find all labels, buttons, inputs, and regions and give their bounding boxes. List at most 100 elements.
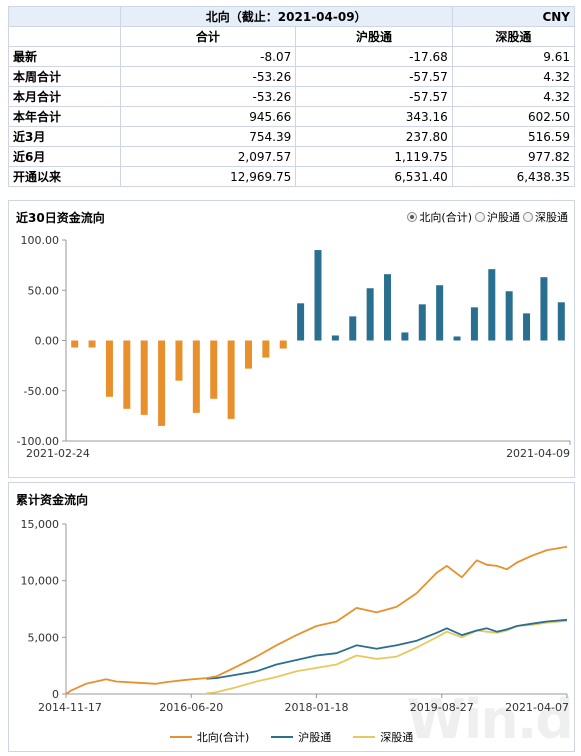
currency-label: CNY bbox=[451, 6, 576, 27]
table-row: 本周合计 -53.26 -57.57 4.32 bbox=[8, 66, 576, 87]
radio-checked-icon[interactable] bbox=[407, 212, 418, 222]
bar bbox=[314, 250, 322, 341]
x-tick-label: 2014-11-17 bbox=[38, 701, 102, 714]
cell-value: -17.68 bbox=[295, 46, 453, 67]
row-label: 本月合计 bbox=[8, 86, 121, 107]
table-header-row: 合计 沪股通 深股通 bbox=[8, 26, 576, 47]
bar bbox=[505, 291, 513, 341]
bar bbox=[540, 277, 548, 341]
series-line bbox=[65, 545, 568, 695]
bar bbox=[105, 340, 113, 397]
bar bbox=[297, 303, 305, 341]
bar bbox=[140, 340, 148, 415]
table-row: 近6月 2,097.57 1,119.75 977.82 bbox=[8, 146, 576, 167]
cell-value: 754.39 bbox=[119, 126, 297, 147]
cumulative-flow-title: 累计资金流向 bbox=[16, 493, 89, 507]
daily-flow-title: 近30日资金流向 bbox=[16, 211, 105, 225]
cell-value: -53.26 bbox=[119, 86, 297, 107]
bar bbox=[88, 340, 96, 348]
bar bbox=[349, 316, 357, 341]
series-line bbox=[206, 618, 568, 680]
column-header: 合计 bbox=[119, 26, 297, 47]
table-row: 近3月 754.39 237.80 516.59 bbox=[8, 126, 576, 147]
row-label: 开通以来 bbox=[8, 166, 121, 187]
cell-value: 6,438.35 bbox=[451, 166, 576, 187]
cell-value: 1,119.75 bbox=[295, 146, 453, 167]
bar bbox=[192, 340, 200, 413]
table-row: 最新 -8.07 -17.68 9.61 bbox=[8, 46, 576, 67]
bar bbox=[262, 340, 270, 358]
row-label: 最新 bbox=[8, 46, 121, 67]
cell-value: -53.26 bbox=[119, 66, 297, 87]
table-row: 本年合计 945.66 343.16 602.50 bbox=[8, 106, 576, 127]
cell-value: -57.57 bbox=[295, 86, 453, 107]
bar bbox=[401, 332, 409, 341]
radio-unchecked-icon[interactable] bbox=[523, 212, 533, 222]
bar bbox=[158, 340, 166, 426]
cell-value: 343.16 bbox=[295, 106, 453, 127]
legend-label: 深股通 bbox=[380, 731, 414, 744]
cell-value: 4.32 bbox=[451, 66, 576, 87]
x-tick-label: 2021-04-07 bbox=[505, 701, 569, 714]
row-label: 近6月 bbox=[8, 146, 121, 167]
cell-value: -8.07 bbox=[119, 46, 297, 67]
series-line bbox=[206, 620, 568, 695]
y-tick-label: 10,000 bbox=[21, 575, 60, 588]
bar bbox=[210, 340, 218, 399]
row-label: 本周合计 bbox=[8, 66, 121, 87]
radio-unchecked-icon[interactable] bbox=[475, 212, 485, 222]
bar bbox=[384, 274, 392, 341]
radio-label: 北向(合计) bbox=[419, 211, 472, 224]
y-tick-label: 0.00 bbox=[35, 335, 60, 348]
bar bbox=[453, 336, 461, 341]
x-tick-label: 2021-02-24 bbox=[26, 447, 90, 460]
legend-swatch bbox=[271, 736, 294, 738]
watermark-logo: Win.d bbox=[406, 688, 574, 751]
legend-item-north: 北向(合计) bbox=[169, 729, 249, 745]
legend-swatch bbox=[169, 736, 192, 738]
y-tick-label: 15,000 bbox=[21, 518, 60, 531]
y-tick-label: -50.00 bbox=[24, 385, 59, 398]
legend-item-sh: 沪股通 bbox=[271, 729, 331, 745]
radio-north[interactable]: 北向(合计) bbox=[407, 209, 472, 225]
x-tick-label: 2018-01-18 bbox=[285, 701, 349, 714]
bar bbox=[366, 288, 374, 341]
bar bbox=[557, 302, 565, 341]
bar bbox=[175, 340, 183, 381]
y-tick-label: -100.00 bbox=[17, 435, 59, 448]
table-row: 开通以来 12,969.75 6,531.40 6,438.35 bbox=[8, 166, 576, 187]
bar bbox=[279, 340, 287, 349]
cell-value: 6,531.40 bbox=[295, 166, 453, 187]
chart-legend: 北向(合计) 沪股通 深股通 bbox=[9, 729, 574, 745]
radio-label: 沪股通 bbox=[487, 211, 520, 224]
radio-label: 深股通 bbox=[535, 211, 568, 224]
bar bbox=[244, 340, 252, 369]
bar bbox=[418, 304, 426, 341]
legend-swatch bbox=[353, 736, 376, 738]
cell-value: 945.66 bbox=[119, 106, 297, 127]
table-title: 北向（截止：2021-04-09） bbox=[119, 6, 453, 27]
x-tick-label: 2019-08-27 bbox=[410, 701, 474, 714]
legend-item-sz: 深股通 bbox=[353, 729, 413, 745]
cell-value: 602.50 bbox=[451, 106, 576, 127]
radio-sz[interactable]: 深股通 bbox=[523, 209, 568, 225]
cell-value: 2,097.57 bbox=[119, 146, 297, 167]
radio-sh[interactable]: 沪股通 bbox=[475, 209, 520, 225]
x-tick-label: 2021-04-09 bbox=[506, 447, 570, 460]
bar bbox=[436, 285, 444, 341]
cell-value: 12,969.75 bbox=[119, 166, 297, 187]
table-row: 本月合计 -53.26 -57.57 4.32 bbox=[8, 86, 576, 107]
y-tick-label: 50.00 bbox=[28, 284, 60, 297]
cell-value: 516.59 bbox=[451, 126, 576, 147]
bar bbox=[331, 335, 339, 341]
cumulative-flow-panel: 15,000 10,000 5,000 0 2014-11-17 2016-06-20 20… bbox=[8, 482, 575, 752]
summary-table: 北向（截止：2021-04-09） CNY 合计 沪股通 深股通 最新 -8.0… bbox=[8, 6, 576, 187]
cell-value: 4.32 bbox=[451, 86, 576, 107]
legend-label: 沪股通 bbox=[298, 731, 332, 744]
y-tick-label: 5,000 bbox=[28, 631, 60, 644]
cell-value: 977.82 bbox=[451, 146, 576, 167]
y-tick-label: 0 bbox=[52, 688, 59, 701]
y-tick-label: 100.00 bbox=[21, 234, 60, 247]
